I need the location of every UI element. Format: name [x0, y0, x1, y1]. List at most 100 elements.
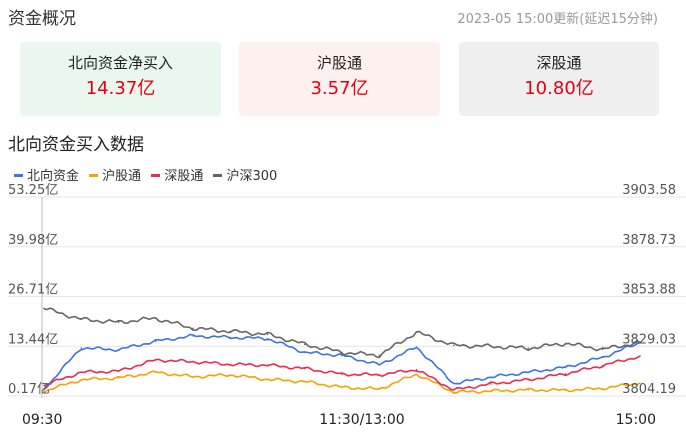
data-point	[490, 390, 492, 392]
data-point	[378, 388, 381, 390]
summary-cards: 北向资金净买入 14.37亿 沪股通 3.57亿 深股通 10.80亿	[0, 42, 686, 116]
legend-label: 沪股通	[102, 169, 142, 184]
data-point	[266, 378, 269, 381]
data-point	[341, 354, 343, 357]
legend-label: 沪深300	[226, 169, 278, 184]
data-point	[415, 331, 418, 334]
legend-item-sh-connect[interactable]: 沪股通	[89, 165, 141, 184]
x-tick-label: 15:00	[616, 412, 656, 428]
legend-item-csi300[interactable]: 沪深300	[213, 165, 277, 184]
y-right-tick-label: 3804.19	[622, 382, 676, 397]
data-point	[490, 383, 492, 385]
card-northbound-net-buy[interactable]: 北向资金净买入 14.37亿	[20, 42, 221, 116]
data-point	[192, 327, 194, 330]
data-point	[192, 335, 194, 337]
data-point	[266, 364, 269, 366]
data-point	[639, 341, 641, 344]
data-point	[117, 377, 120, 379]
data-point	[80, 318, 83, 321]
section-title: 北向资金买入数据	[8, 135, 144, 155]
data-point	[639, 355, 641, 357]
series-line-0	[43, 333, 641, 390]
data-point	[601, 348, 604, 351]
y-right-tick-label: 3829.03	[622, 332, 676, 347]
data-point	[80, 371, 83, 374]
data-point	[43, 390, 45, 392]
card-label: 沪股通	[316, 54, 362, 72]
data-point	[80, 347, 83, 349]
x-tick-label: 11:30/13:00	[319, 412, 404, 428]
data-point	[639, 382, 641, 384]
data-point	[564, 342, 567, 345]
data-point	[341, 351, 343, 354]
data-point	[341, 386, 343, 389]
data-point	[192, 375, 194, 378]
data-point	[564, 366, 567, 369]
x-tick-label: 09:30	[22, 412, 62, 428]
data-point	[601, 364, 604, 367]
data-point	[452, 382, 455, 385]
card-label: 北向资金净买入	[67, 54, 173, 72]
legend-swatch	[14, 174, 23, 177]
data-point	[229, 374, 232, 376]
data-point	[303, 380, 306, 383]
data-point	[154, 340, 157, 342]
data-point	[527, 378, 530, 381]
data-point	[154, 317, 157, 320]
data-point	[415, 373, 418, 375]
northbound-flow-chart: 53.25亿 3903.58 39.98亿 3878.73 26.71亿 3853.88 1…	[8, 183, 686, 428]
data-point	[43, 388, 45, 390]
data-point	[490, 345, 492, 348]
chart-legend: 北向资金 沪股通 深股通 沪深300	[14, 165, 283, 184]
legend-item-sz-connect[interactable]: 深股通	[151, 165, 203, 184]
legend-item-northbound[interactable]: 北向资金	[14, 165, 79, 184]
data-point	[229, 336, 232, 339]
data-point	[452, 391, 455, 393]
data-point	[378, 363, 381, 366]
data-point	[266, 337, 269, 340]
data-point	[452, 344, 455, 347]
y-left-tick-label: 0.17亿	[8, 382, 50, 397]
data-point	[527, 371, 530, 374]
card-label: 深股通	[536, 54, 582, 72]
data-point	[527, 347, 530, 350]
card-sh-connect[interactable]: 沪股通 3.57亿	[239, 42, 440, 116]
series-line-3	[43, 307, 641, 359]
data-point	[154, 359, 157, 361]
overview-header: 资金概况 2023-05 15:00更新(延迟15分钟)	[0, 0, 686, 32]
data-point	[303, 351, 306, 354]
page-title: 资金概况	[8, 9, 76, 29]
label-layer: 53.25亿 3903.58 39.98亿 3878.73 26.71亿 3853.88 1…	[8, 183, 676, 428]
data-point	[601, 356, 604, 359]
series-line-2	[43, 355, 641, 391]
data-point	[303, 367, 306, 370]
data-point	[229, 363, 232, 366]
legend-label: 深股通	[164, 169, 204, 184]
data-point	[117, 370, 120, 372]
data-point	[564, 372, 567, 375]
update-time: 2023-05 15:00更新(延迟15分钟)	[457, 12, 658, 27]
grid-layer	[8, 196, 686, 398]
data-point	[303, 343, 306, 346]
y-left-tick-label: 26.71亿	[8, 283, 58, 298]
data-point	[43, 307, 45, 310]
y-right-tick-label: 3903.58	[622, 183, 676, 198]
card-sz-connect[interactable]: 深股通 10.80亿	[459, 42, 659, 116]
data-point	[601, 387, 604, 390]
data-point	[154, 371, 157, 374]
data-point	[378, 354, 381, 357]
y-right-tick-label: 3853.88	[622, 283, 676, 298]
data-point	[117, 348, 120, 351]
y-left-tick-label: 39.98亿	[8, 233, 58, 248]
data-point	[527, 389, 530, 391]
y-left-tick-label: 13.44亿	[8, 332, 58, 347]
data-point	[490, 376, 492, 378]
data-point	[415, 368, 418, 371]
data-point	[80, 378, 83, 381]
legend-swatch	[151, 174, 161, 177]
data-point	[564, 389, 567, 392]
data-point	[117, 321, 120, 324]
card-value: 14.37亿	[85, 78, 156, 99]
data-point	[378, 374, 381, 376]
card-value: 10.80亿	[524, 78, 594, 99]
